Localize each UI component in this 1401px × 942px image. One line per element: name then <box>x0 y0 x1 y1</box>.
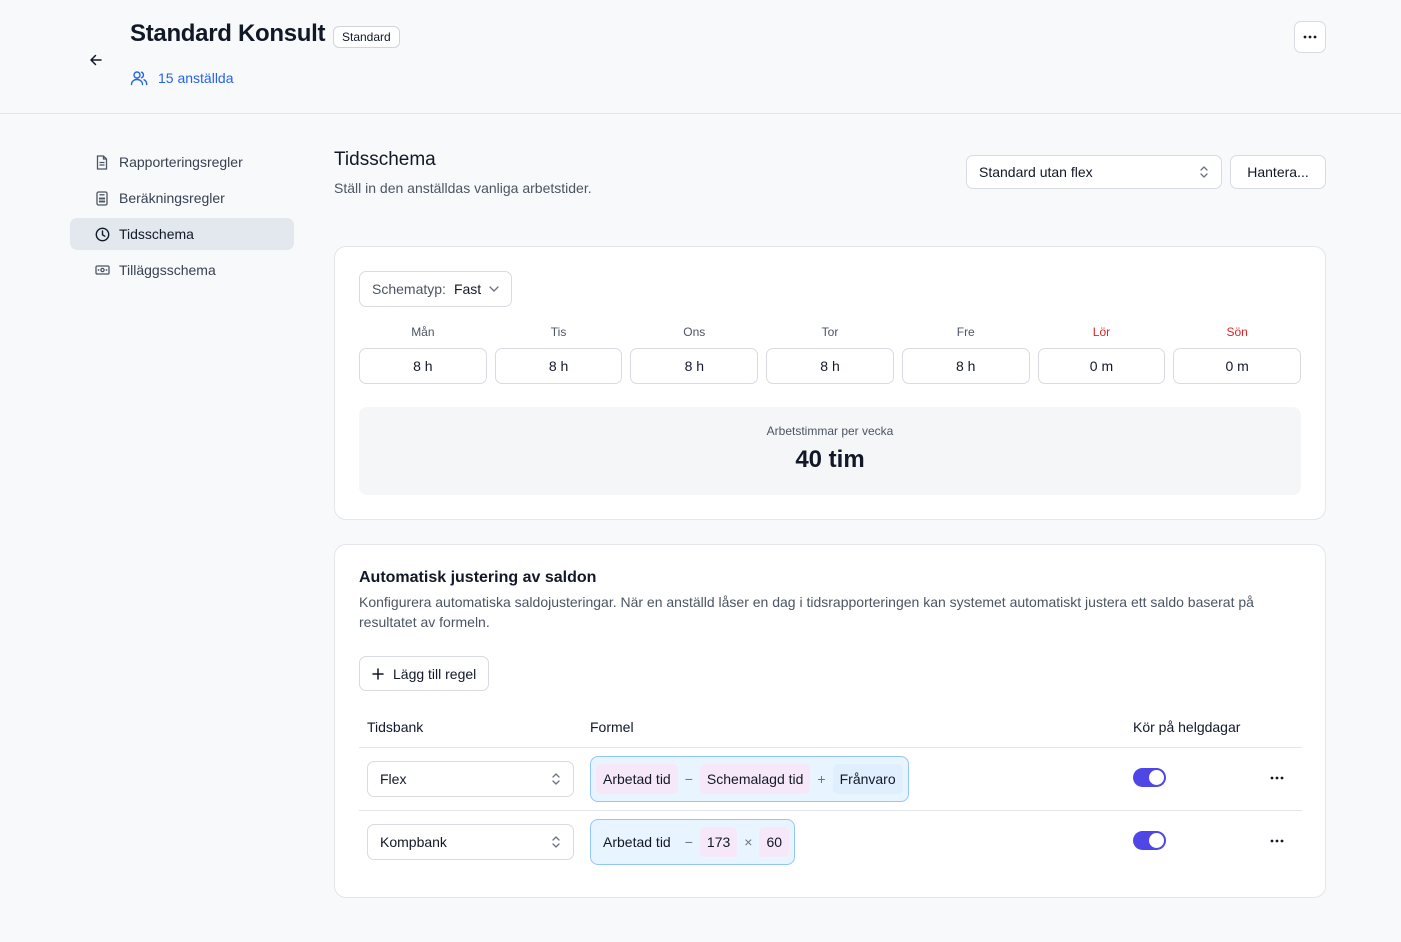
column-header-bank: Tidsbank <box>367 719 424 735</box>
chevrons-up-down-icon <box>552 773 560 785</box>
day-column: Tor 8 h <box>766 323 894 384</box>
schedule-type-value: Fast <box>453 281 482 297</box>
more-options-button[interactable] <box>1294 21 1326 53</box>
formula-token: Frånvaro <box>832 764 903 794</box>
employees-link-label: 15 anställda <box>158 70 234 86</box>
employees-link[interactable]: 15 anställda <box>130 69 234 87</box>
day-column: Mån 8 h <box>359 323 487 384</box>
day-hours-input[interactable]: 8 h <box>494 348 623 384</box>
day-column: Sön 0 m <box>1173 323 1302 384</box>
weekly-total-label: Arbetstimmar per vecka <box>766 424 894 438</box>
chevrons-up-down-icon <box>1200 166 1208 178</box>
schedule-select-value: Standard utan flex <box>979 164 1093 180</box>
card-description: Konfigurera automatiska saldojusteringar… <box>359 594 1254 630</box>
formula-operator: − <box>684 834 693 850</box>
chevron-down-icon <box>489 286 499 292</box>
more-horizontal-icon <box>1303 35 1317 39</box>
formula-token: 60 <box>759 827 790 857</box>
day-hours-input[interactable]: 0 m <box>1037 348 1166 384</box>
schedule-card: Schematyp: Fast Mån 8 h Tis 8 h Ons 8 h … <box>334 246 1326 520</box>
day-hours-input[interactable]: 8 h <box>630 348 759 384</box>
day-label: Tis <box>550 325 567 339</box>
formula-token: Schemalagd tid <box>699 764 811 794</box>
sidebar-item-tidsschema[interactable]: Tidsschema <box>70 218 294 250</box>
day-hours-input[interactable]: 8 h <box>766 348 894 384</box>
card-title: Automatisk justering av saldon <box>359 569 597 586</box>
more-horizontal-icon <box>1270 839 1284 843</box>
formula-editor[interactable]: Arbetad tid − 173 × 60 <box>590 819 796 865</box>
balance-adjustment-card: Automatisk justering av saldon Konfigure… <box>334 544 1326 898</box>
document-icon <box>94 154 110 170</box>
users-icon <box>130 71 148 86</box>
time-bank-value: Kompbank <box>380 834 447 850</box>
day-hours-input[interactable]: 8 h <box>359 348 487 384</box>
plus-icon <box>372 667 384 680</box>
day-label: Tor <box>821 325 839 339</box>
day-label: Fre <box>956 325 975 339</box>
sidebar-item-rapporteringsregler[interactable]: Rapporteringsregler <box>70 146 294 178</box>
holiday-toggle[interactable] <box>1133 768 1166 787</box>
schedule-type-label: Schematyp: <box>372 281 446 297</box>
plan-badge: Standard <box>333 26 400 48</box>
section-subtitle: Ställ in den anställdas vanliga arbetsti… <box>334 180 592 196</box>
holiday-toggle[interactable] <box>1133 831 1166 850</box>
day-column: Ons 8 h <box>630 323 759 384</box>
weekly-total-box: Arbetstimmar per vecka 40 tim <box>359 407 1301 495</box>
page-title: Standard Konsult <box>130 20 326 47</box>
sidebar-item-berakningsregler[interactable]: Beräkningsregler <box>70 182 294 214</box>
row-more-button[interactable] <box>1263 827 1291 855</box>
column-header-holidays: Kör på helgdagar <box>1133 719 1241 735</box>
formula-token: Arbetad tid <box>596 764 678 794</box>
sidebar-item-label: Rapporteringsregler <box>119 154 243 170</box>
banknote-icon <box>94 262 110 278</box>
manage-button[interactable]: Hantera... <box>1230 155 1326 189</box>
formula-operator: + <box>817 771 826 787</box>
divider <box>359 747 1302 748</box>
day-hours-input[interactable]: 0 m <box>1173 348 1302 384</box>
page-header: Standard Konsult Standard 15 anställda <box>0 0 1401 114</box>
day-label: Ons <box>683 325 706 339</box>
arrow-left-icon <box>90 54 102 66</box>
sidebar-item-label: Beräkningsregler <box>119 190 225 206</box>
time-bank-value: Flex <box>380 771 407 787</box>
column-header-formula: Formel <box>590 719 634 735</box>
day-label: Sön <box>1226 325 1248 339</box>
add-rule-label: Lägg till regel <box>393 665 477 682</box>
day-column: Lör 0 m <box>1037 323 1166 384</box>
formula-operator: × <box>744 834 753 850</box>
day-label: Mån <box>411 325 435 339</box>
add-rule-button[interactable]: Lägg till regel <box>359 656 490 691</box>
sidebar-item-label: Tidsschema <box>119 226 194 242</box>
sidebar-item-label: Tilläggsschema <box>119 262 216 278</box>
time-bank-select[interactable]: Flex <box>367 761 574 797</box>
time-bank-select[interactable]: Kompbank <box>367 824 574 860</box>
weekly-total-value: 40 tim <box>795 446 865 473</box>
row-more-button[interactable] <box>1263 764 1291 792</box>
calculator-icon <box>94 190 110 206</box>
formula-token: 173 <box>699 827 738 857</box>
formula-token: Arbetad tid <box>603 834 671 850</box>
day-column: Tis 8 h <box>494 323 623 384</box>
day-label: Lör <box>1092 325 1111 339</box>
more-horizontal-icon <box>1270 776 1284 780</box>
schedule-type-select[interactable]: Schematyp: Fast <box>359 271 513 307</box>
divider <box>359 810 1302 811</box>
day-hours-input[interactable]: 8 h <box>901 348 1030 384</box>
formula-operator: − <box>684 771 693 787</box>
formula-editor[interactable]: Arbetad tid − Schemalagd tid + Frånvaro <box>590 756 909 802</box>
sidebar-item-tillaggsschema[interactable]: Tilläggsschema <box>70 254 294 286</box>
schedule-select[interactable]: Standard utan flex <box>966 155 1222 189</box>
day-column: Fre 8 h <box>901 323 1030 384</box>
clock-icon <box>94 226 110 242</box>
chevrons-up-down-icon <box>552 836 560 848</box>
back-button[interactable] <box>84 48 108 72</box>
weekday-row: Mån 8 h Tis 8 h Ons 8 h Tor 8 h Fre 8 h … <box>359 323 1302 384</box>
section-title: Tidsschema <box>334 149 436 170</box>
